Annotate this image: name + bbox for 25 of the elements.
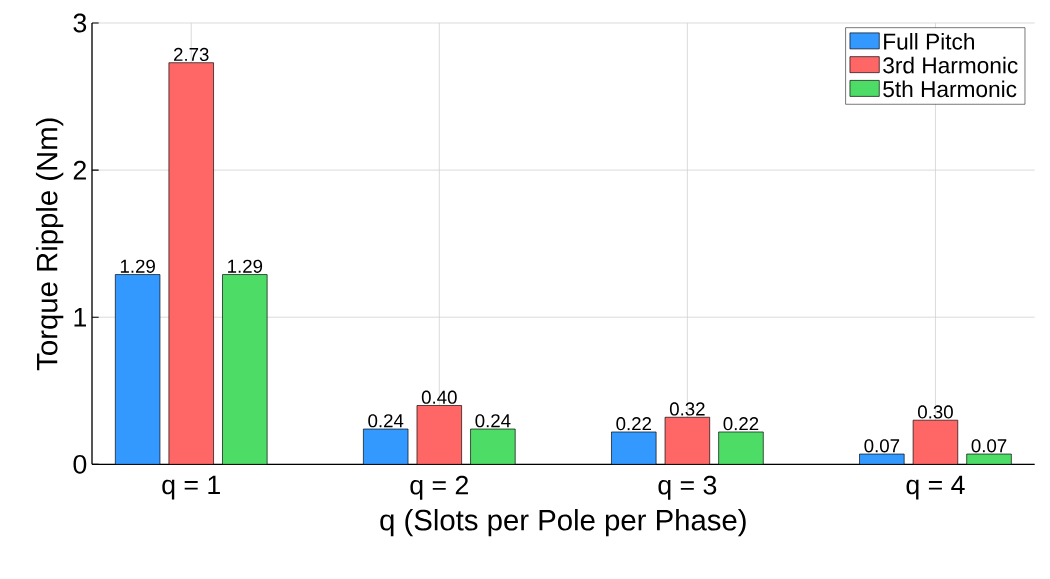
data-label: 0.07	[864, 439, 900, 453]
data-label: 0.07	[971, 439, 1007, 453]
data-label: 0.24	[368, 414, 404, 428]
data-label: 1.29	[120, 259, 155, 273]
y-axis-title: Torque Ripple (Nm)	[35, 118, 64, 371]
x-tick-label: q = 3	[658, 475, 717, 500]
x-tick-label: q = 4	[906, 475, 965, 500]
y-tick-label: 0	[73, 454, 87, 474]
y-tick-label: 1	[74, 308, 86, 327]
legend-label: 3rd Harmonic	[883, 56, 1018, 74]
data-label: 0.24	[475, 414, 511, 428]
x-axis-title: q (Slots per Pole per Phase)	[380, 509, 746, 537]
legend-label: Full Pitch	[884, 33, 974, 50]
data-label: 1.29	[228, 259, 263, 273]
data-label: 0.40	[421, 390, 457, 404]
x-tick-label: q = 2	[410, 475, 468, 500]
y-tick-label: 2	[73, 160, 86, 180]
data-label: 0.22	[723, 417, 759, 431]
data-label: 0.30	[918, 405, 953, 419]
y-tick-label: 3	[73, 13, 87, 33]
x-tick-label: q = 1	[162, 475, 220, 500]
legend-label: 5th Harmonic	[883, 80, 1017, 98]
data-label: 0.32	[669, 402, 705, 416]
data-label: 0.22	[616, 417, 652, 431]
data-label: 2.73	[174, 47, 209, 62]
